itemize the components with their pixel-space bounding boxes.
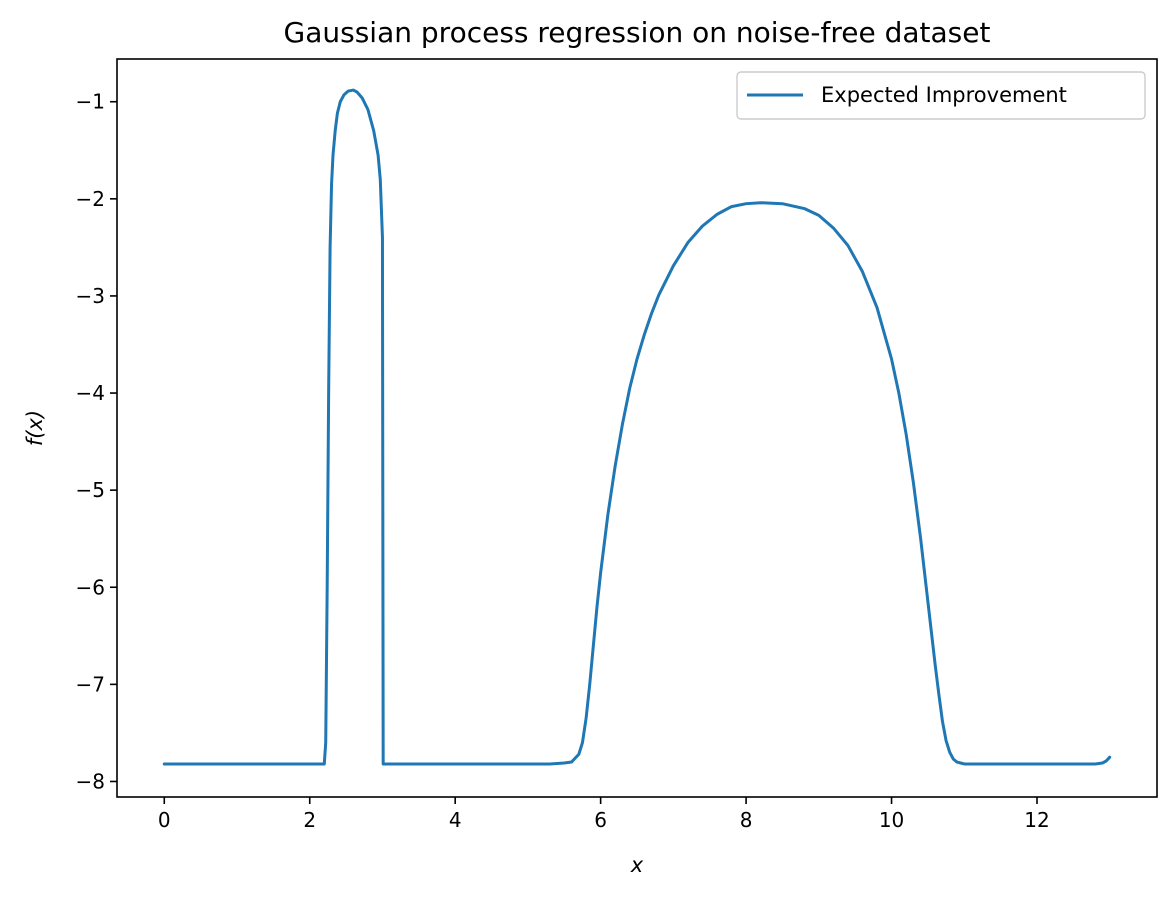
x-tick-label: 12 (1024, 808, 1049, 832)
y-tick-label: −5 (76, 478, 105, 502)
x-tick-label: 4 (449, 808, 462, 832)
plot-frame (116, 58, 1158, 798)
legend-box (736, 71, 1146, 120)
x-axis: 0 2 4 6 8 10 12 (158, 797, 1050, 832)
legend: Expected Improvement (736, 71, 1146, 120)
y-tick-label: −6 (76, 575, 105, 599)
x-tick-label: 10 (879, 808, 904, 832)
legend-label: Expected Improvement (821, 83, 1067, 107)
y-tick-label: −3 (76, 284, 105, 308)
x-tick-label: 0 (158, 808, 171, 832)
series-line-0 (162, 88, 1112, 766)
y-tick-label: −2 (76, 187, 105, 211)
x-tick-label: 6 (594, 808, 607, 832)
y-axis: −8 −7 −6 −5 −4 −3 −2 −1 (76, 90, 117, 793)
x-tick-label: 2 (303, 808, 316, 832)
y-tick-label: −7 (76, 672, 105, 696)
y-axis-label: f(x) (23, 410, 47, 446)
y-tick-label: −4 (76, 381, 105, 405)
x-tick-label: 8 (740, 808, 753, 832)
x-axis-label: x (630, 853, 644, 877)
y-tick-label: −8 (76, 769, 105, 793)
y-tick-label: −1 (76, 90, 105, 114)
plot-area (162, 88, 1112, 766)
chart-title: Gaussian process regression on noise-fre… (284, 16, 991, 49)
